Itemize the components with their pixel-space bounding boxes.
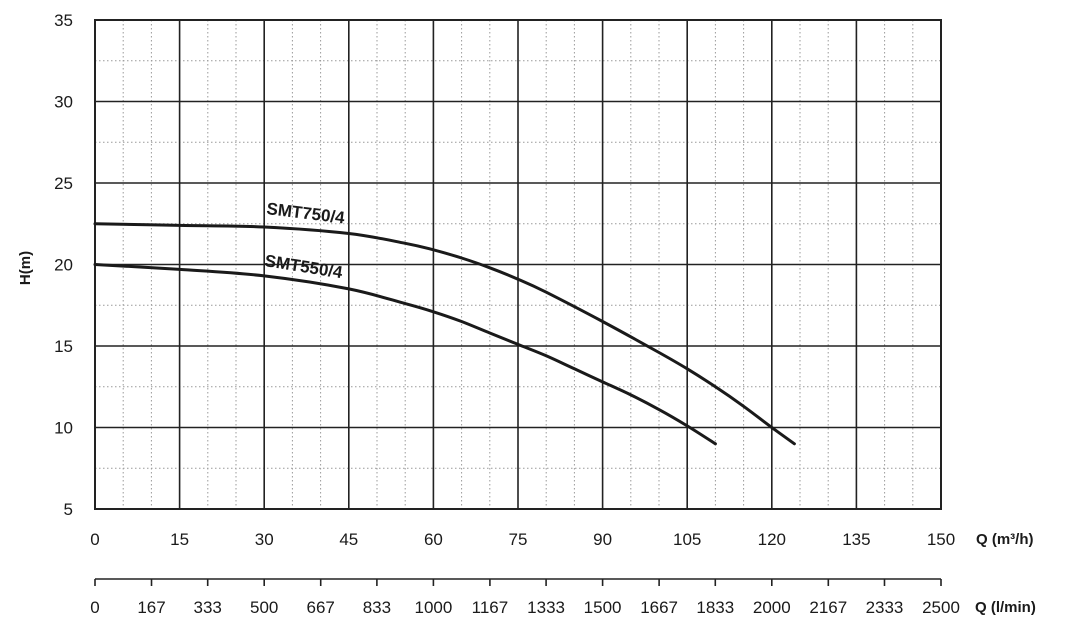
y-tick-label: 25 xyxy=(54,174,73,193)
secondary-tick-label: 2333 xyxy=(866,598,904,617)
x-tick-label: 150 xyxy=(927,530,955,549)
secondary-tick-label: 500 xyxy=(250,598,278,617)
x-tick-label: 75 xyxy=(509,530,528,549)
x-tick-label: 90 xyxy=(593,530,612,549)
x-tick-label: 30 xyxy=(255,530,274,549)
secondary-tick-label: 167 xyxy=(137,598,165,617)
x-tick-label: 15 xyxy=(170,530,189,549)
secondary-tick-label: 1167 xyxy=(472,598,509,617)
y-axis-title: H(m) xyxy=(17,251,34,285)
y-tick-label: 10 xyxy=(54,419,73,438)
secondary-x-axis-title: Q (l/min) xyxy=(975,599,1036,616)
secondary-tick-label: 1500 xyxy=(584,598,622,617)
y-tick-label: 5 xyxy=(64,500,73,519)
secondary-tick-label: 2500 xyxy=(922,598,960,617)
x-tick-label: 0 xyxy=(90,530,99,549)
secondary-axis: 0 167 333 500 667 833 1000 1167 1333 1500 1667 1833… xyxy=(90,578,960,617)
x-tick-label: 105 xyxy=(673,530,701,549)
secondary-tick-label: 833 xyxy=(363,598,391,617)
secondary-tick-label: 667 xyxy=(307,598,335,617)
secondary-tick-label: 2000 xyxy=(753,598,791,617)
secondary-tick-label: 0 xyxy=(90,598,99,617)
y-tick-label: 30 xyxy=(54,93,73,112)
major-grid xyxy=(95,20,941,509)
x-tick-label: 60 xyxy=(424,530,443,549)
x-tick-label: 45 xyxy=(339,530,358,549)
series-line-smt550-4 xyxy=(93,263,717,446)
secondary-tick-label: 333 xyxy=(193,598,221,617)
secondary-tick-label: 1833 xyxy=(696,598,734,617)
x-tick-labels: 0 15 30 45 60 75 90 105 120 135 150 xyxy=(90,530,955,549)
secondary-tick-label: 1000 xyxy=(414,598,452,617)
series-label-smt750-4: SMT750/4 xyxy=(266,199,347,227)
y-tick-labels: 5 10 15 20 25 30 35 xyxy=(54,11,73,519)
y-tick-label: 20 xyxy=(54,256,73,275)
curves xyxy=(93,222,796,446)
y-tick-label: 35 xyxy=(54,11,73,30)
secondary-tick-label: 2167 xyxy=(809,598,847,617)
series-line-smt750-4 xyxy=(93,222,796,446)
secondary-tick-label: 1667 xyxy=(640,598,678,617)
x-axis-title: Q (m³/h) xyxy=(976,531,1034,548)
x-tick-label: 135 xyxy=(842,530,870,549)
x-tick-label: 120 xyxy=(758,530,786,549)
y-tick-label: 15 xyxy=(54,337,73,356)
secondary-tick-label: 1333 xyxy=(527,598,565,617)
